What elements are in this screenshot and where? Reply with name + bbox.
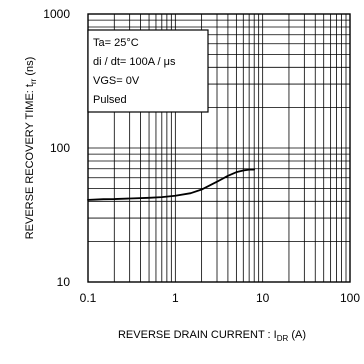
y-tick-label: 100 xyxy=(50,141,70,155)
series-layer xyxy=(87,168,256,201)
x-axis-title-unit: (A) xyxy=(288,329,306,341)
annotation-line-pulsed: Pulsed xyxy=(93,94,127,106)
x-tick-label: 0.1 xyxy=(80,291,97,305)
y-tick-label: 1000 xyxy=(43,7,70,21)
x-tick-labels: 0.1 1 10 100 xyxy=(80,291,361,305)
annotation-line-vgs: VGS= 0V xyxy=(93,75,140,87)
y-axis-title-main: REVERSE RECOVERY TIME: t xyxy=(24,84,36,239)
annotation-box-frame xyxy=(87,29,209,113)
x-tick-label: 100 xyxy=(340,291,360,305)
plot-frame xyxy=(87,13,351,283)
annotation-box: Ta= 25°C di / dt= 100A / μs VGS= 0V Puls… xyxy=(87,29,209,113)
y-axis-title-unit: (ns) xyxy=(24,57,36,79)
x-axis-title-subscript: DR xyxy=(277,334,289,343)
series-line xyxy=(87,168,256,201)
y-tick-label: 10 xyxy=(57,275,71,289)
x-tick-label: 10 xyxy=(256,291,270,305)
x-axis-title-main: REVERSE DRAIN CURRENT : I xyxy=(118,329,277,341)
annotation-line-temperature: Ta= 25°C xyxy=(93,37,139,49)
y-axis-title-subscript: rr xyxy=(29,78,38,84)
y-tick-labels: 10 100 1000 xyxy=(43,7,70,289)
annotation-line-didt: di / dt= 100A / μs xyxy=(93,56,176,68)
y-axis-title: REVERSE RECOVERY TIME: trr (ns) xyxy=(24,57,38,240)
x-tick-label: 1 xyxy=(172,291,179,305)
x-axis-title: REVERSE DRAIN CURRENT : IDR (A) xyxy=(118,329,306,343)
